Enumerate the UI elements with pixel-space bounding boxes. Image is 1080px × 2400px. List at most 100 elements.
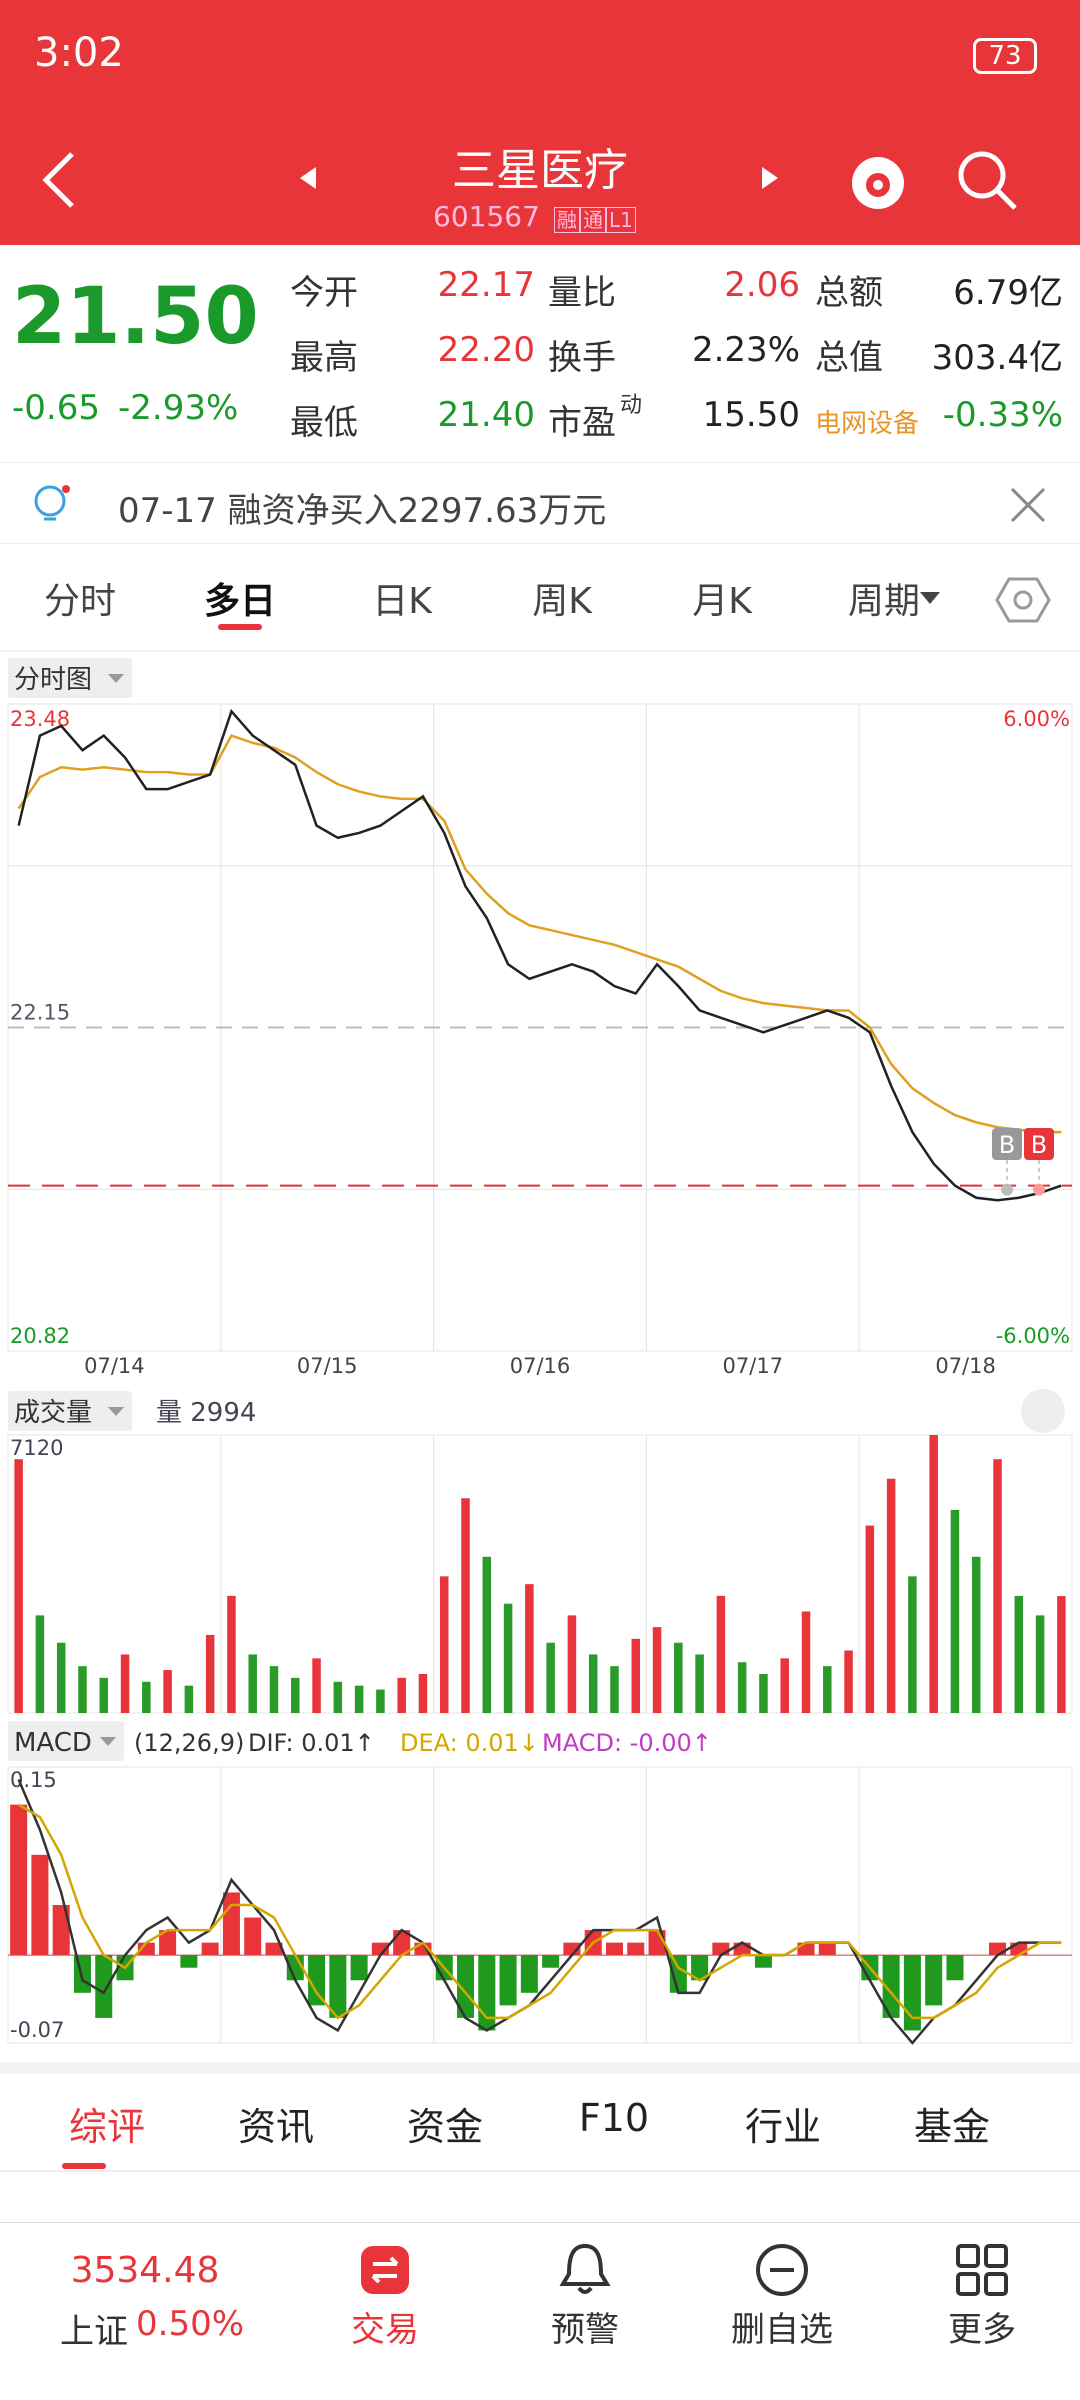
tab-indicator — [218, 624, 262, 630]
back-button[interactable] — [40, 150, 80, 210]
macd-bar — [903, 1955, 921, 2031]
bottom-tab[interactable]: 资讯 — [237, 2105, 314, 2149]
tab[interactable]: 周期 — [847, 581, 920, 622]
volume-bar — [674, 1642, 683, 1713]
volume-bar — [376, 1689, 385, 1713]
macd-bar — [159, 1930, 177, 1956]
tab[interactable]: 多日 — [203, 581, 276, 622]
trade-dot — [1001, 1183, 1013, 1196]
volume-bar — [56, 1642, 66, 1713]
series-line — [17, 708, 1062, 1202]
macd-bar — [265, 1942, 283, 1956]
nav-label[interactable]: 删自选 — [731, 2310, 833, 2350]
trade-marker — [992, 1128, 1022, 1160]
series-line — [17, 734, 1062, 1134]
stock-code: 601567 — [433, 200, 540, 233]
macd-bar — [946, 1955, 964, 1981]
bottom-tab[interactable]: 基金 — [913, 2105, 990, 2149]
macd-bar — [499, 1955, 517, 2006]
notice-bar[interactable]: 07-17 融资净买入2297.63万元 — [0, 462, 1080, 544]
macd-bar — [989, 1942, 1007, 1956]
cell-value: 2.06 — [724, 265, 800, 305]
volume-bar — [78, 1666, 87, 1713]
dropdown-arrow — [100, 1737, 116, 1746]
assistant-icon[interactable] — [848, 145, 908, 215]
prev-stock[interactable] — [298, 165, 318, 191]
macd-bar — [520, 1955, 538, 1993]
tab[interactable]: 月K — [692, 581, 752, 622]
nav-label[interactable]: 预警 — [551, 2310, 619, 2350]
volume-bar — [418, 1673, 428, 1713]
nav-icon[interactable] — [355, 2240, 415, 2300]
expand-button — [1021, 1389, 1065, 1433]
dropdown-arrow — [108, 674, 124, 683]
macd-bar — [1010, 1942, 1028, 1956]
cell-label: 今开 — [290, 273, 358, 313]
x-tick-label: 07/16 — [510, 1354, 571, 1378]
volume-bar — [1035, 1615, 1045, 1713]
bottom-tab[interactable]: F10 — [578, 2096, 650, 2140]
bottom-tab[interactable]: 资金 — [406, 2105, 483, 2149]
volume-bar — [312, 1658, 321, 1713]
plot-frame — [7, 1766, 1073, 2044]
tab[interactable]: 分时 — [43, 581, 116, 622]
volume-bar — [439, 1576, 449, 1713]
macd-legend: DEA: 0.01↓ — [400, 1729, 539, 1757]
macd-bar — [10, 1804, 28, 1956]
nav-label[interactable]: 更多 — [948, 2310, 1016, 2350]
y-tick-label: 22.15 — [10, 1001, 70, 1025]
search-button[interactable] — [955, 148, 1019, 212]
volume-bar — [801, 1611, 811, 1713]
macd-bar — [329, 1955, 347, 2018]
nav-icon[interactable] — [555, 2240, 615, 2300]
trade-marker-label: B — [1031, 1131, 1047, 1159]
badge: L1 — [606, 207, 636, 233]
bottom-tab[interactable]: 行业 — [744, 2105, 821, 2149]
series-line — [17, 1779, 1062, 2045]
next-stock[interactable] — [760, 165, 780, 191]
macd-bar — [201, 1942, 219, 1956]
volume-bar — [333, 1681, 343, 1713]
volume-bar — [269, 1666, 279, 1713]
volume-bar — [844, 1650, 853, 1713]
cell-value: 303.4亿 — [931, 338, 1063, 378]
x-tick-label: 07/18 — [935, 1354, 996, 1378]
macd-bar — [605, 1942, 623, 1956]
tab[interactable]: 周K — [532, 581, 592, 622]
nav-icon[interactable] — [752, 2240, 812, 2300]
volume-bar — [482, 1556, 492, 1713]
volume-bar — [291, 1677, 300, 1713]
volume-bar — [652, 1627, 662, 1713]
cell-value: -0.33% — [942, 395, 1063, 435]
volume-bar — [503, 1603, 513, 1713]
index-pct: 0.50% — [136, 2304, 245, 2344]
volume-bar — [886, 1478, 896, 1713]
macd-bar — [350, 1955, 368, 1981]
cell-value: 2.23% — [691, 330, 800, 370]
close-notice[interactable] — [1008, 485, 1048, 525]
chart-tab-label: 成交量 — [14, 1398, 92, 1428]
y-tick-label: 7120 — [10, 1436, 63, 1460]
volume-bar — [227, 1595, 236, 1713]
volume-bar — [929, 1435, 938, 1713]
trade-dot — [1033, 1183, 1045, 1196]
nav-icon[interactable] — [952, 2240, 1012, 2300]
volume-value: 量 2994 — [156, 1398, 256, 1428]
volume-bar — [546, 1642, 555, 1713]
bottom-tab[interactable]: 综评 — [68, 2105, 145, 2149]
index-value[interactable]: 3534.48 — [70, 2250, 220, 2291]
settings-icon[interactable] — [995, 575, 1051, 625]
nav-label[interactable]: 交易 — [351, 2310, 419, 2350]
volume-bar — [1014, 1595, 1024, 1713]
volume-bar — [461, 1498, 470, 1713]
volume-bar — [1057, 1596, 1066, 1713]
x-tick-label: 07/14 — [84, 1354, 145, 1378]
cell-label: 最高 — [290, 338, 358, 378]
cell-sup: 动 — [620, 393, 643, 418]
macd-bar — [754, 1955, 772, 1968]
chart-tab — [8, 1721, 124, 1761]
bulb-icon — [34, 485, 70, 521]
volume-bar — [993, 1459, 1002, 1713]
tab[interactable]: 日K — [372, 581, 432, 622]
